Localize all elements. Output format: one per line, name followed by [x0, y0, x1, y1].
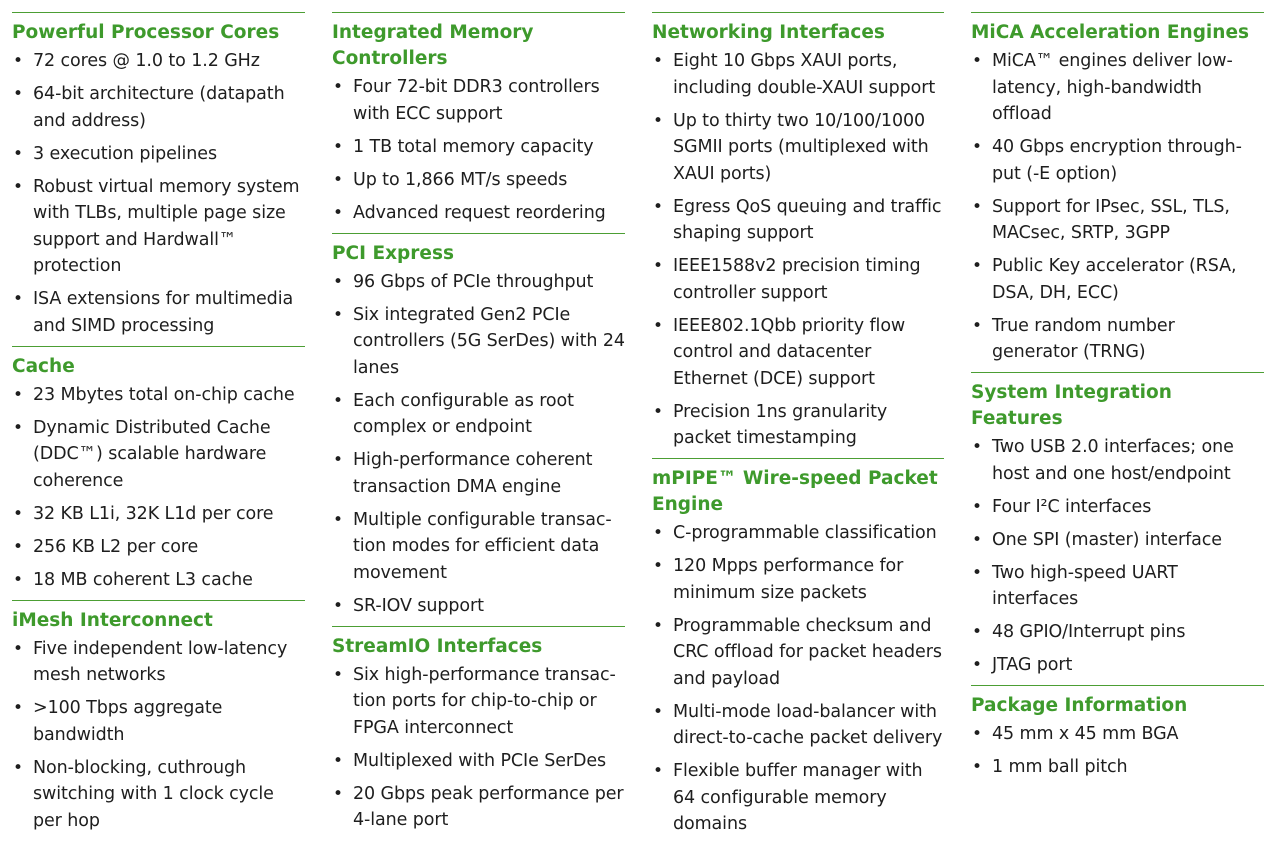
- list-item: 256 KB L2 per core: [12, 534, 305, 561]
- list-item: Up to 1,866 MT/s speeds: [332, 167, 625, 194]
- column-2: Integrated Memory Controllers Four 72-bit…: [332, 12, 625, 840]
- section-title: Networking Interfaces: [652, 22, 885, 43]
- list-item: 1 TB total memory capacity: [332, 134, 625, 161]
- list-item: Public Key accelerator (RSA, DSA, DH, EC…: [971, 253, 1264, 306]
- column-3: Networking Interfaces Eight 10 Gbps XAUI …: [652, 12, 944, 844]
- column-1: Powerful Processor Cores 72 cores @ 1.0 t…: [12, 12, 305, 841]
- section-title: MiCA Acceleration Engines: [971, 22, 1250, 43]
- feature-list: Four 72-bit DDR3 controllers with ECC su…: [332, 74, 625, 226]
- list-item: ISA extensions for multimedia and SIMD p…: [12, 286, 305, 339]
- section-title: PCI Express: [332, 242, 454, 264]
- list-item: Four 72-bit DDR3 controllers with ECC su…: [332, 74, 625, 127]
- list-item: Six high-performance transac-tion ports …: [332, 662, 625, 742]
- list-item: Multi-mode load-balancer with direct-to-…: [652, 699, 944, 752]
- list-item: Each configurable as root complex or end…: [332, 388, 625, 441]
- list-item: 120 Mpps performance for minimum size pa…: [652, 553, 944, 606]
- list-item: Programmable checksum and CRC offload fo…: [652, 613, 944, 693]
- list-item: Five independent low-latency mesh networ…: [12, 636, 305, 689]
- list-item: 64-bit architecture (datapath and addres…: [12, 81, 305, 134]
- section-title: Package Information: [971, 695, 1188, 716]
- feature-list: 23 Mbytes total on-chip cache Dynamic Dis…: [12, 382, 305, 594]
- list-item: C-programmable classification: [652, 520, 944, 547]
- feature-section: System Integration Features Two USB 2.0 i…: [971, 372, 1264, 679]
- feature-section: mPIPE™ Wire-speed Packet Engine C-program…: [652, 458, 944, 838]
- section-title: Cache: [12, 355, 75, 377]
- feature-list: Two USB 2.0 interfaces; one host and one…: [971, 434, 1264, 679]
- list-item: True random number generator (TRNG): [971, 313, 1264, 366]
- list-item: Two high-speed UART interfaces: [971, 560, 1264, 613]
- section-title: Powerful Processor Cores: [12, 22, 280, 43]
- section-title: Integrated Memory Controllers: [332, 22, 534, 69]
- feature-list: Five independent low-latency mesh networ…: [12, 636, 305, 835]
- list-item: 48 GPIO/Interrupt pins: [971, 619, 1264, 646]
- section-title: StreamIO Interfaces: [332, 635, 543, 657]
- list-item: One SPI (master) interface: [971, 527, 1264, 554]
- feature-section: Cache 23 Mbytes total on-chip cache Dynami…: [12, 345, 305, 594]
- feature-section: Powerful Processor Cores 72 cores @ 1.0 t…: [12, 12, 305, 339]
- list-item: Multiple configurable transac-tion modes…: [332, 507, 625, 587]
- list-item: 40 Gbps encryption through-put (-E optio…: [971, 134, 1264, 187]
- column-4: MiCA Acceleration Engines MiCA™ engines d…: [971, 12, 1264, 787]
- feature-list: MiCA™ engines deliver low-latency, high-…: [971, 48, 1264, 366]
- feature-section: Integrated Memory Controllers Four 72-bit…: [332, 12, 625, 226]
- feature-list: C-programmable classification 120 Mpps pe…: [652, 520, 944, 838]
- list-item: 72 cores @ 1.0 to 1.2 GHz: [12, 48, 305, 75]
- feature-list: Six high-performance transac-tion ports …: [332, 662, 625, 834]
- list-item: 3 execution pipelines: [12, 141, 305, 168]
- list-item: Advanced request reordering: [332, 200, 625, 227]
- section-title: System Integration Features: [971, 382, 1172, 429]
- feature-section: StreamIO Interfaces Six high-performance …: [332, 625, 625, 834]
- list-item: 96 Gbps of PCIe throughput: [332, 269, 625, 296]
- feature-section: Networking Interfaces Eight 10 Gbps XAUI …: [652, 12, 944, 452]
- list-item: Dynamic Distributed Cache (DDC™) scalabl…: [12, 415, 305, 495]
- feature-section: Package Information 45 mm x 45 mm BGA 1 mm…: [971, 685, 1264, 781]
- list-item: Non-blocking, cuthrough switching with 1…: [12, 755, 305, 835]
- list-item: High-performance coherent transaction DM…: [332, 447, 625, 500]
- section-title: mPIPE™ Wire-speed Packet Engine: [652, 468, 938, 515]
- list-item: 45 mm x 45 mm BGA: [971, 721, 1264, 748]
- list-item: Eight 10 Gbps XAUI ports, including doub…: [652, 48, 944, 101]
- list-item: 18 MB coherent L3 cache: [12, 567, 305, 594]
- feature-list: 72 cores @ 1.0 to 1.2 GHz 64-bit architec…: [12, 48, 305, 339]
- list-item: Robust virtual memory system with TLBs, …: [12, 174, 305, 280]
- list-item: Four I²C interfaces: [971, 494, 1264, 521]
- list-item: 32 KB L1i, 32K L1d per core: [12, 501, 305, 528]
- list-item: >100 Tbps aggregate bandwidth: [12, 695, 305, 748]
- list-item: IEEE1588v2 precision timing controller s…: [652, 253, 944, 306]
- list-item: IEEE802.1Qbb priority flow control and d…: [652, 313, 944, 393]
- list-item: Precision 1ns granularity packet timesta…: [652, 399, 944, 452]
- list-item: Two USB 2.0 interfaces; one host and one…: [971, 434, 1264, 487]
- list-item: MiCA™ engines deliver low-latency, high-…: [971, 48, 1264, 128]
- list-item: 1 mm ball pitch: [971, 754, 1264, 781]
- list-item: 20 Gbps peak performance per 4-lane port: [332, 781, 625, 834]
- feature-list: 45 mm x 45 mm BGA 1 mm ball pitch: [971, 721, 1264, 781]
- feature-section: MiCA Acceleration Engines MiCA™ engines d…: [971, 12, 1264, 366]
- list-item: Support for IPsec, SSL, TLS, MACsec, SRT…: [971, 194, 1264, 247]
- list-item: Egress QoS queuing and traffic shaping s…: [652, 194, 944, 247]
- list-item: Flexible buffer manager with 64 configur…: [652, 758, 944, 838]
- feature-section: iMesh Interconnect Five independent low-l…: [12, 599, 305, 835]
- list-item: Multiplexed with PCIe SerDes: [332, 748, 625, 775]
- feature-section: PCI Express 96 Gbps of PCIe throughput Six…: [332, 232, 625, 620]
- list-item: Six integrated Gen2 PCIe controllers (5G…: [332, 302, 625, 382]
- feature-list: 96 Gbps of PCIe throughput Six integrated…: [332, 269, 625, 620]
- list-item: 23 Mbytes total on-chip cache: [12, 382, 305, 409]
- list-item: Up to thirty two 10/100/1000 SGMII ports…: [652, 108, 944, 188]
- list-item: SR-IOV support: [332, 593, 625, 620]
- list-item: JTAG port: [971, 652, 1264, 679]
- feature-list: Eight 10 Gbps XAUI ports, including doub…: [652, 48, 944, 452]
- section-title: iMesh Interconnect: [12, 609, 213, 631]
